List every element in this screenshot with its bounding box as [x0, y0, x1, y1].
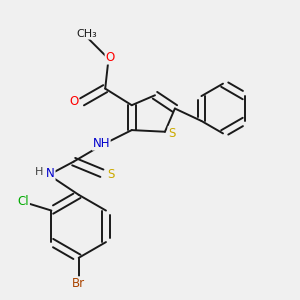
- Text: S: S: [169, 127, 176, 140]
- Text: N: N: [46, 167, 55, 180]
- Text: H: H: [35, 167, 44, 177]
- Text: O: O: [106, 51, 115, 64]
- Text: CH₃: CH₃: [76, 29, 97, 39]
- Text: S: S: [107, 168, 115, 182]
- Text: NH: NH: [92, 137, 110, 150]
- Text: Cl: Cl: [17, 195, 29, 208]
- Text: Br: Br: [72, 277, 85, 290]
- Text: O: O: [69, 95, 78, 108]
